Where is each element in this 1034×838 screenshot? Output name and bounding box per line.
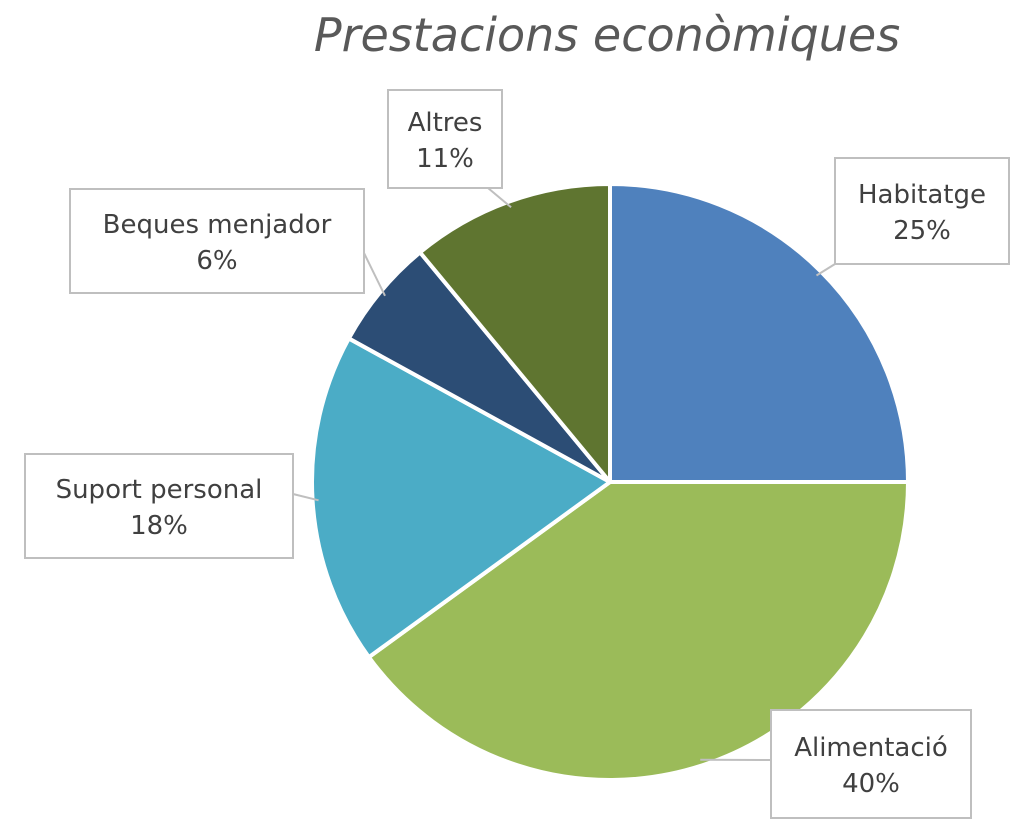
data-label-value: 18% bbox=[130, 511, 188, 541]
pie-slices bbox=[310, 182, 910, 782]
data-label-value: 11% bbox=[416, 144, 474, 174]
data-label-box bbox=[770, 709, 972, 819]
data-label-box bbox=[387, 89, 503, 189]
data-label-value: 25% bbox=[893, 216, 951, 246]
leader-line bbox=[292, 493, 319, 502]
pie-slice-alimentació bbox=[366, 480, 910, 782]
data-label-box bbox=[69, 188, 365, 294]
data-label-category: Suport personal bbox=[56, 475, 263, 505]
data-label-category: Altres bbox=[408, 108, 483, 138]
data-label-value: 40% bbox=[842, 769, 900, 799]
leader-line bbox=[487, 187, 512, 209]
data-label-box bbox=[24, 453, 294, 559]
pie-labels: Habitatge 25% Alimentació 40% Suport persona… bbox=[24, 89, 1010, 819]
leader-line bbox=[815, 263, 836, 277]
data-label-category: Habitatge bbox=[858, 180, 986, 210]
chart-title: Prestacions econòmiques bbox=[313, 8, 901, 62]
pie-slice-altres bbox=[418, 182, 612, 484]
leader-line bbox=[363, 252, 386, 297]
data-label-box bbox=[834, 157, 1010, 265]
pie-slice-habitatge bbox=[608, 182, 910, 484]
pie-slice-suport-personal bbox=[310, 336, 612, 660]
data-label-category: Beques menjador bbox=[103, 210, 332, 240]
data-label-value: 6% bbox=[196, 246, 237, 276]
data-label-category: Alimentació bbox=[794, 733, 948, 763]
